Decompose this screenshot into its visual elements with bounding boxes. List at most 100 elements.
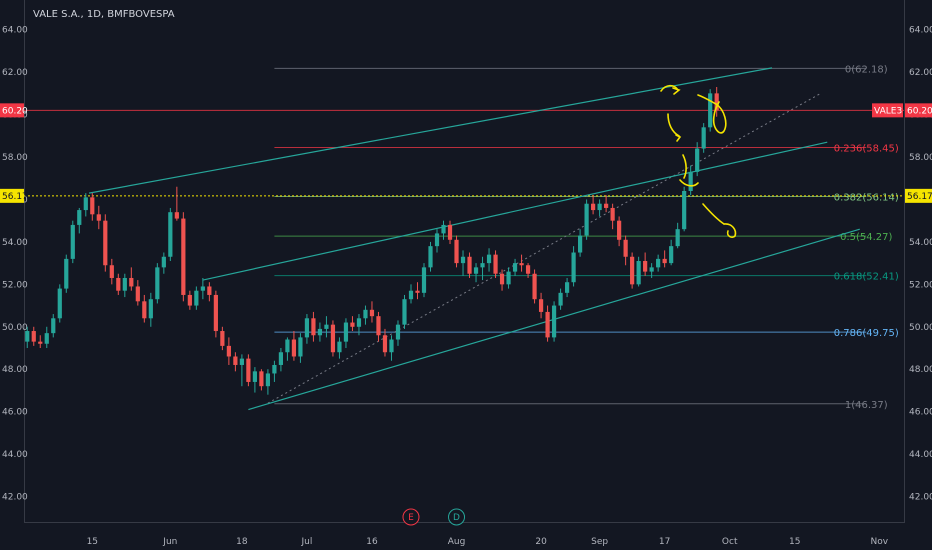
candle-body[interactable] [610,207,615,221]
candle-body[interactable] [265,373,271,387]
candle-body[interactable] [506,271,511,285]
candle-body[interactable] [454,239,459,264]
candle-body[interactable] [688,171,693,191]
candle-body[interactable] [415,290,420,293]
candle-body[interactable] [512,263,518,272]
candle-body[interactable] [389,339,394,353]
candle-body[interactable] [499,273,505,285]
candle-body[interactable] [643,261,648,272]
candle-body[interactable] [408,290,414,300]
candle-body[interactable] [343,322,349,342]
candle-body[interactable] [434,233,440,247]
candle-body[interactable] [213,294,218,332]
candle-body[interactable] [148,299,153,319]
candle-body[interactable] [545,311,550,338]
candle-body[interactable] [551,305,557,338]
candle-body[interactable] [395,324,401,340]
candle-body[interactable] [311,318,316,336]
candle-body[interactable] [135,286,140,302]
candle-body[interactable] [298,337,303,357]
candle-body[interactable] [155,267,160,300]
candlestick-series[interactable] [25,87,719,395]
candle-body[interactable] [493,254,498,274]
candle-body[interactable] [51,318,56,334]
candle-body[interactable] [577,235,583,253]
candle-body[interactable] [129,277,134,287]
freehand-annotation[interactable] [660,84,737,238]
candle-body[interactable] [591,203,596,211]
candle-body[interactable] [382,335,388,353]
candle-body[interactable] [460,256,466,264]
candle-body[interactable] [181,218,186,295]
channel-line[interactable] [88,67,773,194]
candle-body[interactable] [83,197,88,211]
candle-body[interactable] [90,197,95,215]
candle-body[interactable] [714,93,719,111]
candle-body[interactable] [259,371,264,387]
candle-body[interactable] [473,267,479,274]
candle-body[interactable] [103,220,108,266]
candle-body[interactable] [369,309,375,317]
candle-body[interactable] [447,224,453,240]
candle-body[interactable] [564,282,570,293]
candle-body[interactable] [304,318,310,338]
candle-body[interactable] [317,328,323,336]
candle-body[interactable] [161,256,166,268]
event-marker[interactable] [402,508,420,526]
candle-body[interactable] [64,258,69,289]
candle-body[interactable] [571,252,576,283]
candle-body[interactable] [708,93,713,128]
candle-body[interactable] [669,246,674,264]
candle-body[interactable] [70,224,75,259]
candle-body[interactable] [630,256,635,285]
candle-body[interactable] [480,263,485,268]
candle-body[interactable] [656,258,661,268]
candle-body[interactable] [538,299,544,312]
channel-line[interactable] [202,141,828,281]
candle-body[interactable] [57,288,62,319]
candle-body[interactable] [363,309,368,319]
candle-body[interactable] [441,224,446,234]
candle-body[interactable] [519,263,524,266]
candle-body[interactable] [662,258,667,264]
candle-body[interactable] [467,256,472,274]
candle-body[interactable] [584,203,589,236]
candle-body[interactable] [525,265,531,274]
candle-body[interactable] [109,265,114,278]
candle-body[interactable] [122,277,127,291]
candle-body[interactable] [682,190,687,230]
fibonacci-retracement[interactable]: 0(62.18) 0.236(58.45) 0.382(56.14) 0.5(54.2… [267,64,899,411]
candle-body[interactable] [278,352,284,365]
candle-body[interactable] [356,318,362,327]
candle-body[interactable] [168,212,173,257]
candle-body[interactable] [623,239,628,257]
candle-body[interactable] [44,333,49,344]
candle-body[interactable] [207,286,212,295]
candle-body[interactable] [25,331,30,342]
candle-body[interactable] [31,331,36,342]
candle-body[interactable] [233,356,238,365]
time-axis[interactable]: 15 Jun 18 Jul 16 Aug 20 Sep 17 Oct 15 Nov [87,537,889,547]
candle-body[interactable] [376,316,381,336]
candle-body[interactable] [695,148,700,172]
candle-body[interactable] [272,364,277,374]
candle-body[interactable] [142,301,147,319]
candle-body[interactable] [330,324,336,353]
candle-body[interactable] [636,261,641,285]
candle-body[interactable] [558,292,563,306]
candle-body[interactable] [187,294,192,306]
candle-body[interactable] [285,339,290,353]
candle-body[interactable] [701,127,706,149]
candle-body[interactable] [194,290,199,306]
candle-body[interactable] [291,339,297,357]
candle-body[interactable] [428,246,433,268]
event-marker[interactable] [448,508,466,526]
candle-body[interactable] [116,277,121,291]
candle-body[interactable] [675,229,680,247]
candle-body[interactable] [38,341,43,344]
candle-body[interactable] [226,345,231,357]
candle-body[interactable] [337,341,342,353]
candle-body[interactable] [77,210,82,225]
